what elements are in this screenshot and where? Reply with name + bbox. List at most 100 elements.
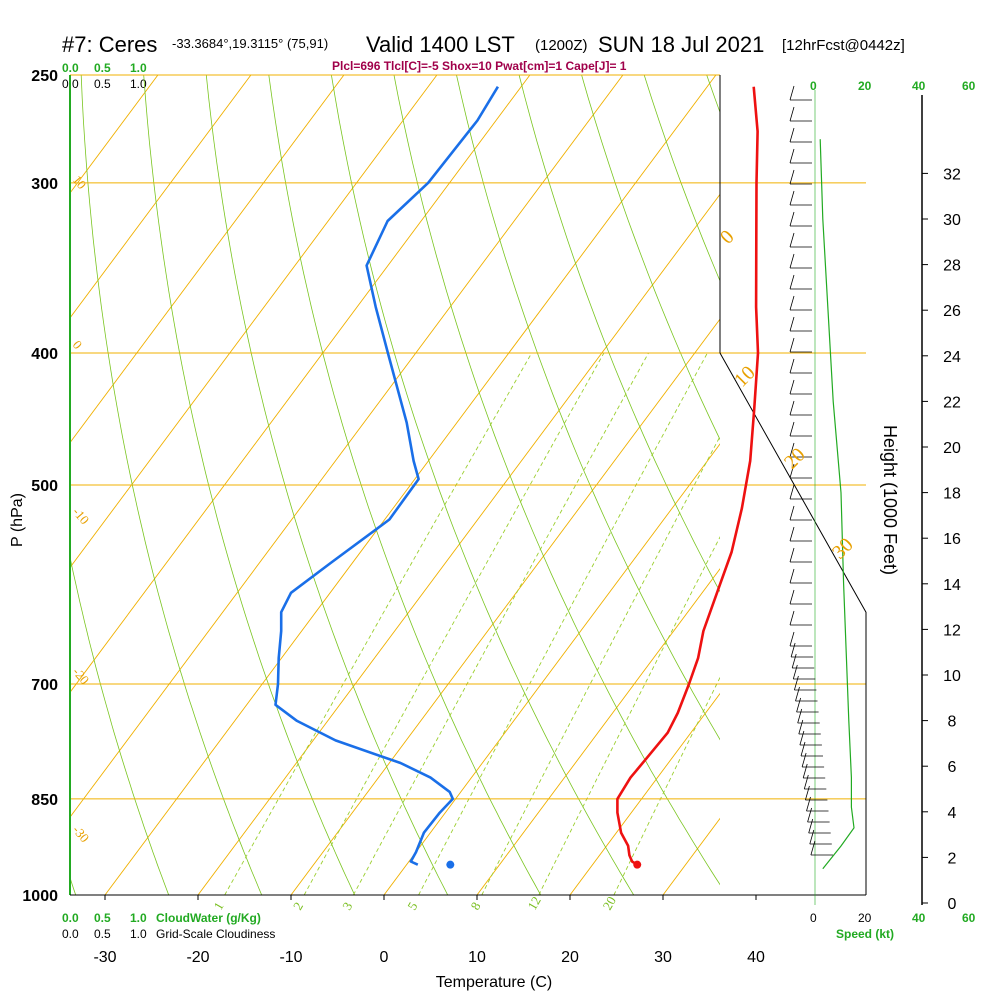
wind-barb-flag [797,708,803,724]
isotherm-line [70,75,252,319]
mixing-ratio-label: 12 [524,894,543,913]
mixing-ratio-line [538,536,720,895]
wind-barb-flag [789,631,795,647]
speed-scale-bottom-20: 20 [858,911,872,925]
wind-barb-flag [789,526,795,542]
x-axis-label: Temperature (C) [436,974,552,991]
cloudiness-label: Grid-Scale Cloudiness [156,927,275,941]
speed-scale-top-0: 0 [810,79,817,93]
mixing-ratio-line [481,435,720,895]
wind-barb-flag [789,106,795,122]
cloudwater-scale-top-2: 1.0 [130,61,147,75]
mixing-ratio-label: 5 [404,899,420,912]
pressure-tick-label: 250 [31,68,58,85]
wind-barb-flag [789,610,795,626]
dry-adiabat-line [80,75,263,895]
isotherm-line [70,75,345,444]
wind-barb-flag [798,719,804,735]
wind-barb-flag [789,442,795,458]
height-tick-label: 0 [948,896,957,913]
isotherm-line [476,568,720,895]
wind-barb-flag [789,127,795,143]
wind-barb-flag [789,547,795,563]
station-coords: -33.3684°,19.3115° (75,91) [172,36,328,51]
wind-barb-flag [789,484,795,500]
wind-barb-flag [791,653,797,669]
mixing-ratio-label: 20 [600,894,619,913]
surface-temperature-point [633,860,642,869]
plot-frame [69,75,867,896]
height-tick-label: 8 [948,714,957,731]
wind-profile [789,85,855,905]
wind-barb-flag [803,774,809,790]
plot-right-boundary [719,75,867,895]
cloudiness-scale-bottom-0: 0.0 [62,927,79,941]
wind-barb-flag [789,190,795,206]
wind-barb-flag [809,829,815,845]
wind-barb-flag [789,505,795,521]
zulu-time: (1200Z) [535,37,588,54]
cloudiness-scale-top-2: 1.0 [130,77,147,91]
wind-barb-flag [789,211,795,227]
height-tick-label: 10 [943,668,961,685]
x-tick-label: -30 [93,949,116,966]
wind-barb-flag [789,463,795,479]
surface-dewpoint-point [446,860,455,869]
dry-adiabats [70,75,1000,895]
wind-speed-line [819,139,855,870]
dry-adiabat-line [268,75,542,895]
wind-barb-flag [789,358,795,374]
isotherm-line [569,692,720,895]
mixing-ratio-label: 8 [467,899,483,912]
wind-barb-flag [790,642,796,658]
cloudwater-label: CloudWater (g/Kg) [156,911,261,925]
speed-axis-label: Speed (kt) [836,927,894,941]
y-axis-label: P (hPa) [9,493,26,547]
mixing-ratio-label: 3 [339,899,355,912]
height-tick-label: 28 [943,258,961,275]
wind-barb-flag [789,379,795,395]
mixing-ratio-line [418,352,708,895]
valid-time: Valid 1400 LST [366,32,515,57]
speed-scale-top-40: 40 [912,79,926,93]
cloudiness-scale-bottom-1: 0.5 [94,927,111,941]
height-axis-label: Height (1000 Feet) [880,425,900,575]
x-tick-label: -20 [186,949,209,966]
wind-barb-flag [802,763,808,779]
dry-adiabat-line [957,75,1000,895]
wind-barb-flag [808,818,814,834]
wind-barb-flag [789,568,795,584]
cloudwater-scale-bottom-2: 1.0 [130,911,147,925]
dry-adiabat-line [331,75,635,895]
speed-scale-bottom-0: 0 [810,911,817,925]
isotherm-label: 30 [828,534,858,564]
wind-barb-flag [789,400,795,416]
pressure-tick-label: 1000 [22,888,58,905]
isotherm-label: -10 [70,504,93,527]
height-tick-label: 6 [948,759,957,776]
wind-barb-flag [789,232,795,248]
pressure-tick-label: 700 [31,677,58,694]
dry-adiabat-line [143,75,356,895]
height-tick-label: 32 [943,166,961,183]
stability-indices: Plcl=696 Tlcl[C]=-5 Shox=10 Pwat[cm]=1 C… [332,59,627,73]
speed-scale-bottom-60: 60 [962,911,976,925]
wind-barb-flag [792,664,798,680]
isotherm-line [849,75,1000,895]
dry-adiabat-line [393,75,720,886]
mixing-ratio-label: 2 [290,899,306,912]
valid-date: SUN 18 Jul 2021 [598,32,764,57]
forecast-info: [12hrFcst@0442z] [782,37,905,54]
wind-barb-flag [789,85,795,101]
height-tick-label: 14 [943,577,961,594]
x-tick-label: 0 [380,949,389,966]
wind-barb-flag [794,675,799,691]
mixing-ratio-lines [224,352,720,895]
wind-barb-flag [806,796,811,812]
pressure-tick-label: 500 [31,478,58,495]
height-tick-label: 26 [943,303,961,320]
height-tick-label: 24 [943,349,961,366]
wind-barb-flag [789,253,795,269]
